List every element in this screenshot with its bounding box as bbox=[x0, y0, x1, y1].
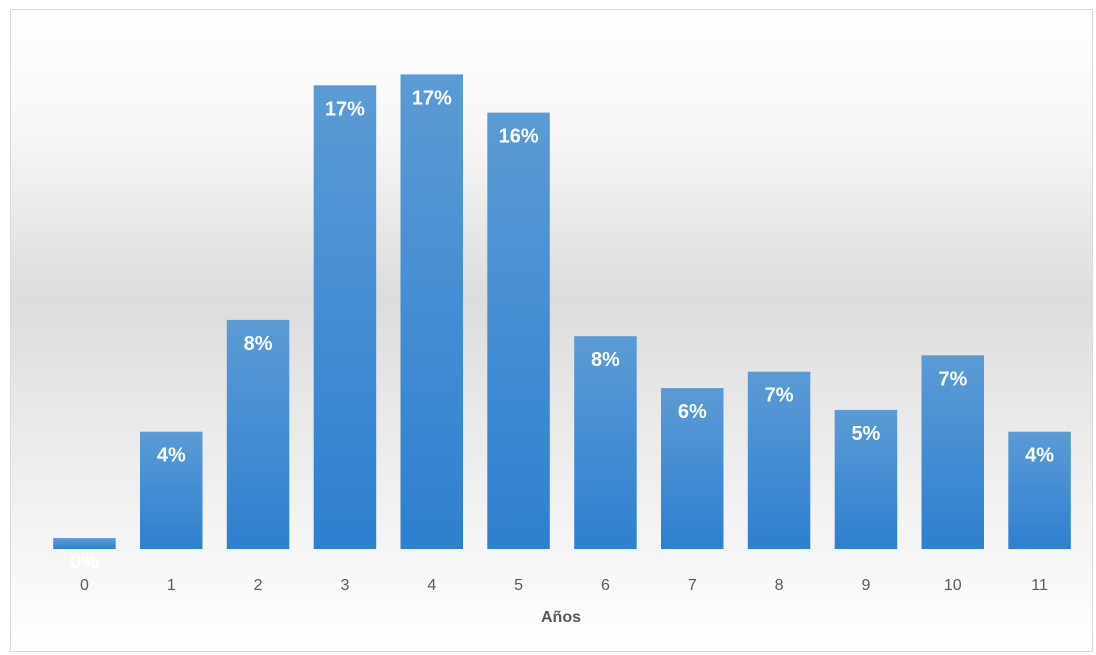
x-tick-label-2: 2 bbox=[254, 577, 263, 594]
bar-0 bbox=[53, 538, 116, 549]
x-axis-title: Años bbox=[541, 609, 581, 626]
x-tick-label-5: 5 bbox=[514, 577, 523, 594]
bar-4 bbox=[400, 74, 463, 550]
data-label-0: 0% bbox=[70, 551, 99, 573]
bar-6 bbox=[574, 336, 637, 549]
data-label-10: 7% bbox=[938, 368, 967, 390]
data-label-6: 8% bbox=[591, 349, 620, 371]
x-tick-label-0: 0 bbox=[80, 577, 89, 594]
x-tick-label-1: 1 bbox=[167, 577, 176, 594]
bar-11 bbox=[1008, 431, 1071, 549]
bar-8 bbox=[747, 371, 811, 549]
data-label-9: 5% bbox=[851, 423, 880, 445]
data-label-1: 4% bbox=[157, 445, 186, 467]
bar-10 bbox=[921, 355, 984, 549]
x-tick-label-11: 11 bbox=[1031, 577, 1048, 594]
x-tick-label-4: 4 bbox=[427, 577, 436, 594]
bar-1 bbox=[140, 431, 203, 549]
data-label-11: 4% bbox=[1025, 445, 1054, 467]
data-labels-group: 0% 4% 8% 17% 17% 16% 8% 6% 7% 5% 7% 4% bbox=[70, 87, 1054, 573]
data-label-5: 16% bbox=[499, 126, 539, 148]
bar-3 bbox=[313, 85, 377, 550]
data-label-3: 17% bbox=[325, 98, 365, 120]
x-tick-label-6: 6 bbox=[601, 577, 610, 594]
x-tick-label-7: 7 bbox=[688, 577, 697, 594]
data-label-2: 8% bbox=[244, 333, 273, 355]
bars-group bbox=[53, 74, 1071, 550]
x-tick-label-8: 8 bbox=[775, 577, 784, 594]
bar-5 bbox=[487, 112, 550, 549]
bar-9 bbox=[834, 409, 898, 549]
data-label-8: 7% bbox=[765, 385, 794, 407]
bar-7 bbox=[661, 388, 724, 549]
x-tick-labels-group: 0 1 2 3 4 5 6 7 8 9 10 11 bbox=[80, 577, 1048, 594]
data-label-7: 6% bbox=[678, 401, 707, 423]
x-tick-label-9: 9 bbox=[861, 577, 870, 594]
x-tick-label-3: 3 bbox=[340, 577, 349, 594]
data-label-4: 17% bbox=[412, 87, 452, 109]
x-tick-label-10: 10 bbox=[944, 577, 962, 594]
bar-2 bbox=[226, 319, 290, 549]
